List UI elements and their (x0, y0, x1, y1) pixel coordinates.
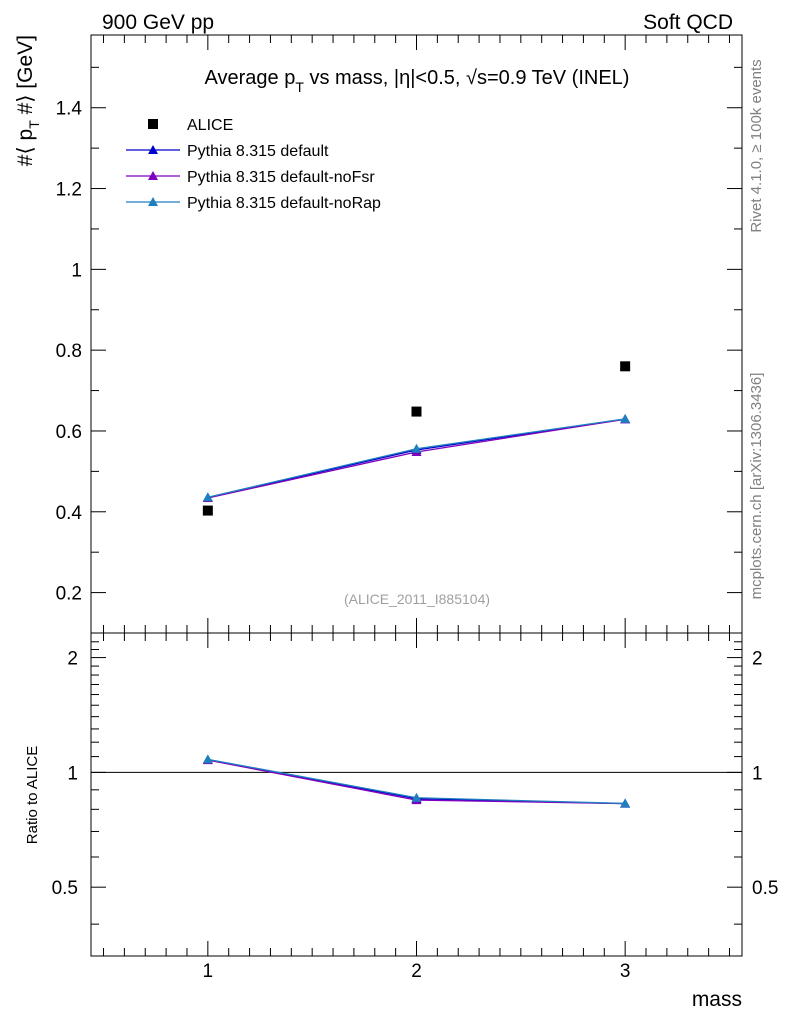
ratio-y-tick-label-right: 0.5 (752, 878, 778, 899)
ratio-y-tick-label: 0.5 (52, 878, 78, 899)
ratio-y-tick-label: 2 (67, 649, 78, 670)
y-tick-label: 0.4 (56, 503, 83, 524)
analysis-watermark: (ALICE_2011_I885104) (344, 591, 490, 607)
y-tick-label: 0.6 (56, 422, 82, 443)
series-point-2 (411, 443, 422, 453)
ratio-point-2 (202, 754, 213, 764)
rivet-label: Rivet 4.1.0, ≥ 100k events (748, 59, 765, 232)
legend-marker-data (148, 119, 158, 129)
data-point (411, 406, 422, 417)
ratio-y-tick-label-right: 2 (752, 649, 763, 670)
series-point-2 (620, 413, 631, 423)
x-tick-label: 2 (411, 961, 422, 982)
y-tick-label: 0.2 (56, 584, 82, 605)
y-tick-label: 1.2 (56, 180, 82, 201)
legend-label-1: Pythia 8.315 default-noFsr (187, 169, 375, 186)
data-point (620, 361, 631, 372)
ratio-point-2 (411, 792, 422, 802)
ratio-y-axis-label: Ratio to ALICE (24, 746, 41, 844)
x-tick-label: 3 (620, 961, 631, 982)
series-line-0 (207, 418, 626, 499)
y-tick-label: 1 (71, 260, 82, 281)
legend-label-data: ALICE (187, 117, 233, 134)
y-tick-label: 0.8 (56, 341, 82, 362)
series-line-1 (207, 418, 626, 499)
ratio-plot-frame (90, 632, 743, 957)
series-point-2 (202, 492, 213, 502)
header-right-label: Soft QCD (643, 11, 733, 34)
legend-marker-0 (148, 145, 158, 154)
data-point (202, 505, 213, 516)
x-tick-label: 1 (203, 961, 214, 982)
series-line-2 (207, 418, 626, 498)
ratio-y-tick-label-right: 1 (752, 763, 763, 784)
legend-marker-2 (148, 197, 158, 206)
y-tick-label: 1.4 (56, 99, 83, 120)
legend-label-2: Pythia 8.315 default-noRap (187, 195, 381, 212)
ratio-y-tick-label: 1 (67, 763, 78, 784)
ratio-point-2 (620, 798, 631, 808)
header-left-label: 900 GeV pp (102, 11, 214, 34)
y-axis-label: #⟨ pT #⟩ [GeV] (14, 35, 42, 166)
chart-title: Average pT vs mass, |η|<0.5, √s=0.9 TeV … (205, 67, 630, 95)
mcplots-label: mcplots.cern.ch [arXiv:1306.3436] (748, 373, 765, 600)
x-axis-label: mass (692, 988, 742, 1011)
legend-marker-1 (148, 171, 158, 180)
legend-label-0: Pythia 8.315 default (187, 143, 329, 160)
